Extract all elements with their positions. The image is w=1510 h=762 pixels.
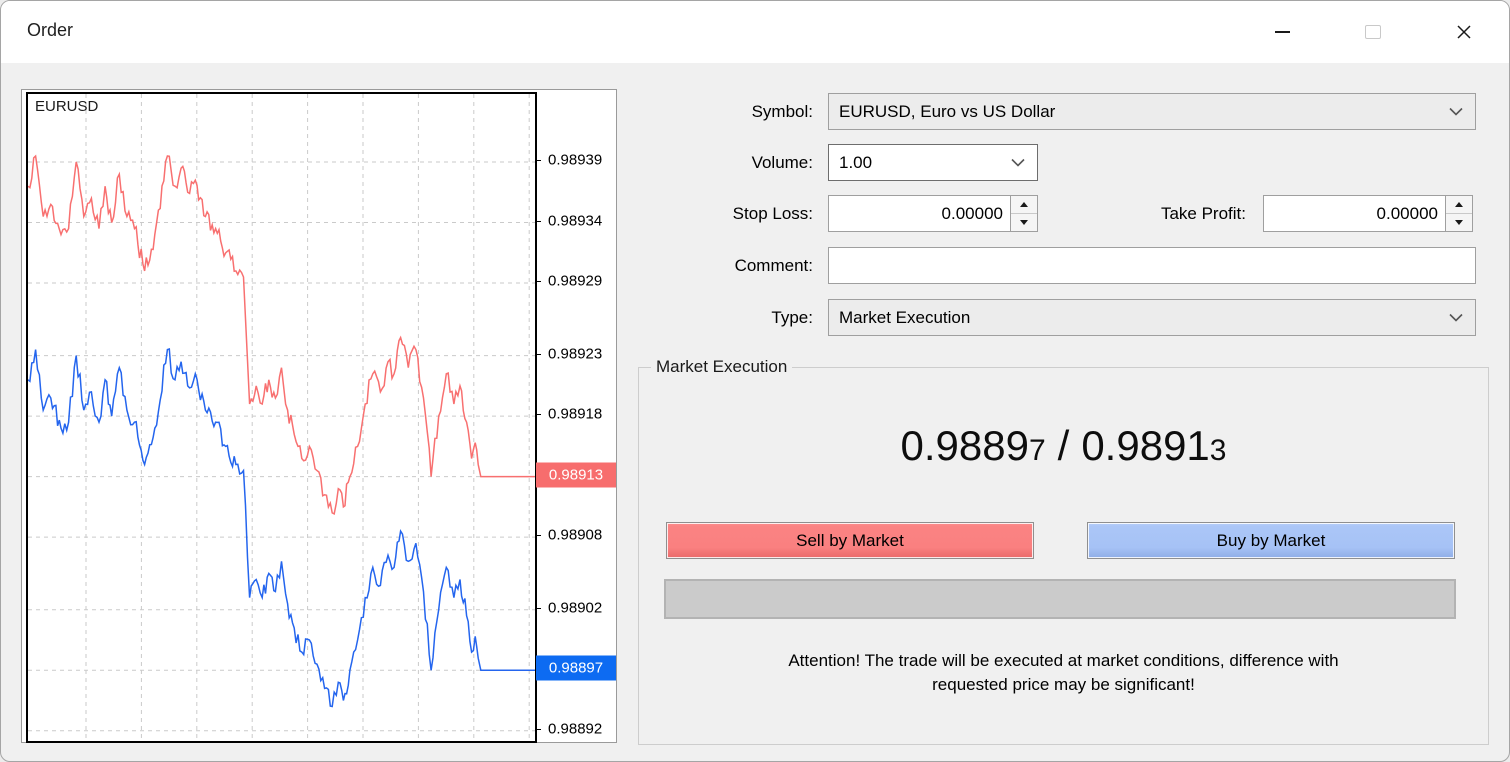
chevron-down-icon: [1449, 107, 1463, 116]
ask-line: [28, 154, 535, 516]
chart-panel: EURUSD 0.98939 0.98934 0.98929 0.98923 0.989…: [21, 89, 617, 743]
minimize-button[interactable]: [1254, 11, 1310, 53]
close-icon: [1457, 25, 1471, 39]
bid-price-pip: 7: [1028, 434, 1046, 467]
axis-tick-mark: [535, 281, 541, 282]
take-profit-input[interactable]: [1264, 196, 1442, 231]
volume-label: Volume:: [751, 153, 813, 172]
take-profit-field: [1263, 195, 1473, 232]
axis-label: 0.98892: [548, 720, 603, 738]
axis-label: 0.98902: [548, 599, 603, 617]
arrow-up-icon: [1020, 202, 1028, 207]
comment-input[interactable]: [828, 247, 1476, 284]
buy-by-market-button[interactable]: Buy by Market: [1087, 522, 1455, 559]
axis-tick-mark: [535, 607, 541, 609]
type-label: Type:: [771, 308, 813, 327]
bid-price-tag: 0.98897: [536, 655, 616, 681]
stop-loss-input[interactable]: [829, 196, 1007, 231]
axis-tick-mark: [535, 535, 541, 537]
axis-label: 0.98934: [548, 212, 603, 229]
axis-label: 0.98918: [548, 405, 603, 423]
stop-loss-spin-up-button[interactable]: [1011, 196, 1037, 214]
chart-symbol-label: EURUSD: [35, 98, 99, 115]
take-profit-spin-down-button[interactable]: [1446, 214, 1472, 231]
take-profit-spin-up-button[interactable]: [1446, 196, 1472, 214]
quote-display: 0.98897 /0.98913: [638, 422, 1489, 470]
type-value: Market Execution: [839, 307, 971, 327]
stop-loss-field: [828, 195, 1038, 232]
axis-tick-mark: [535, 728, 541, 730]
tick-chart: EURUSD: [26, 92, 537, 743]
warning-line-1: Attention! The trade will be executed at…: [788, 651, 1339, 670]
window-title: Order: [27, 20, 74, 40]
progress-bar: [664, 579, 1456, 619]
take-profit-label: Take Profit:: [1160, 204, 1246, 223]
maximize-button[interactable]: [1345, 11, 1401, 53]
stop-loss-spin-down-button[interactable]: [1011, 214, 1037, 231]
volume-value: 1.00: [839, 152, 873, 172]
arrow-down-icon: [1455, 220, 1463, 225]
stop-loss-spinbox: [1010, 196, 1037, 231]
volume-select[interactable]: 1.00: [828, 144, 1038, 181]
minimize-icon: [1274, 31, 1290, 33]
quote-separator: /: [1057, 422, 1070, 469]
maximize-icon: [1365, 25, 1381, 39]
bid-line: [28, 348, 535, 708]
warning-line-2: requested price may be significant!: [932, 675, 1195, 694]
window-titlebar: Order: [1, 1, 1509, 63]
arrow-up-icon: [1455, 202, 1463, 207]
sell-by-market-button[interactable]: Sell by Market: [666, 522, 1034, 559]
axis-label: 0.98939: [548, 151, 603, 169]
symbol-value: EURUSD, Euro vs US Dollar: [839, 101, 1056, 121]
ask-price-pip: 3: [1209, 434, 1227, 467]
axis-tick-mark: [535, 220, 541, 222]
arrow-down-icon: [1020, 220, 1028, 225]
bid-price-main: 0.9889: [900, 422, 1029, 469]
type-select[interactable]: Market Execution: [828, 299, 1476, 336]
chevron-down-icon: [1011, 158, 1025, 167]
close-button[interactable]: [1436, 11, 1492, 53]
ask-price-main: 0.9891: [1081, 422, 1210, 469]
chevron-down-icon: [1449, 313, 1463, 322]
warning-text: Attention! The trade will be executed at…: [638, 649, 1489, 697]
price-axis: 0.98939 0.98934 0.98929 0.98923 0.98918 0.989…: [535, 92, 617, 742]
tick-chart-svg: [28, 94, 535, 741]
axis-label: 0.98929: [548, 272, 603, 290]
axis-tick-mark: [535, 160, 541, 161]
market-execution-groupbox: Market Execution: [638, 357, 1489, 745]
axis-tick-mark: [535, 414, 541, 416]
groupbox-title: Market Execution: [651, 357, 793, 377]
symbol-select[interactable]: EURUSD, Euro vs US Dollar: [828, 93, 1476, 130]
ask-price-tag: 0.98913: [536, 462, 616, 488]
symbol-label: Symbol:: [751, 102, 813, 121]
axis-tick-mark: [535, 353, 541, 355]
axis-label: 0.98923: [548, 345, 603, 363]
axis-label: 0.98908: [548, 526, 603, 544]
stop-loss-label: Stop Loss:: [732, 204, 813, 223]
comment-label: Comment:: [734, 256, 813, 275]
take-profit-spinbox: [1445, 196, 1472, 231]
